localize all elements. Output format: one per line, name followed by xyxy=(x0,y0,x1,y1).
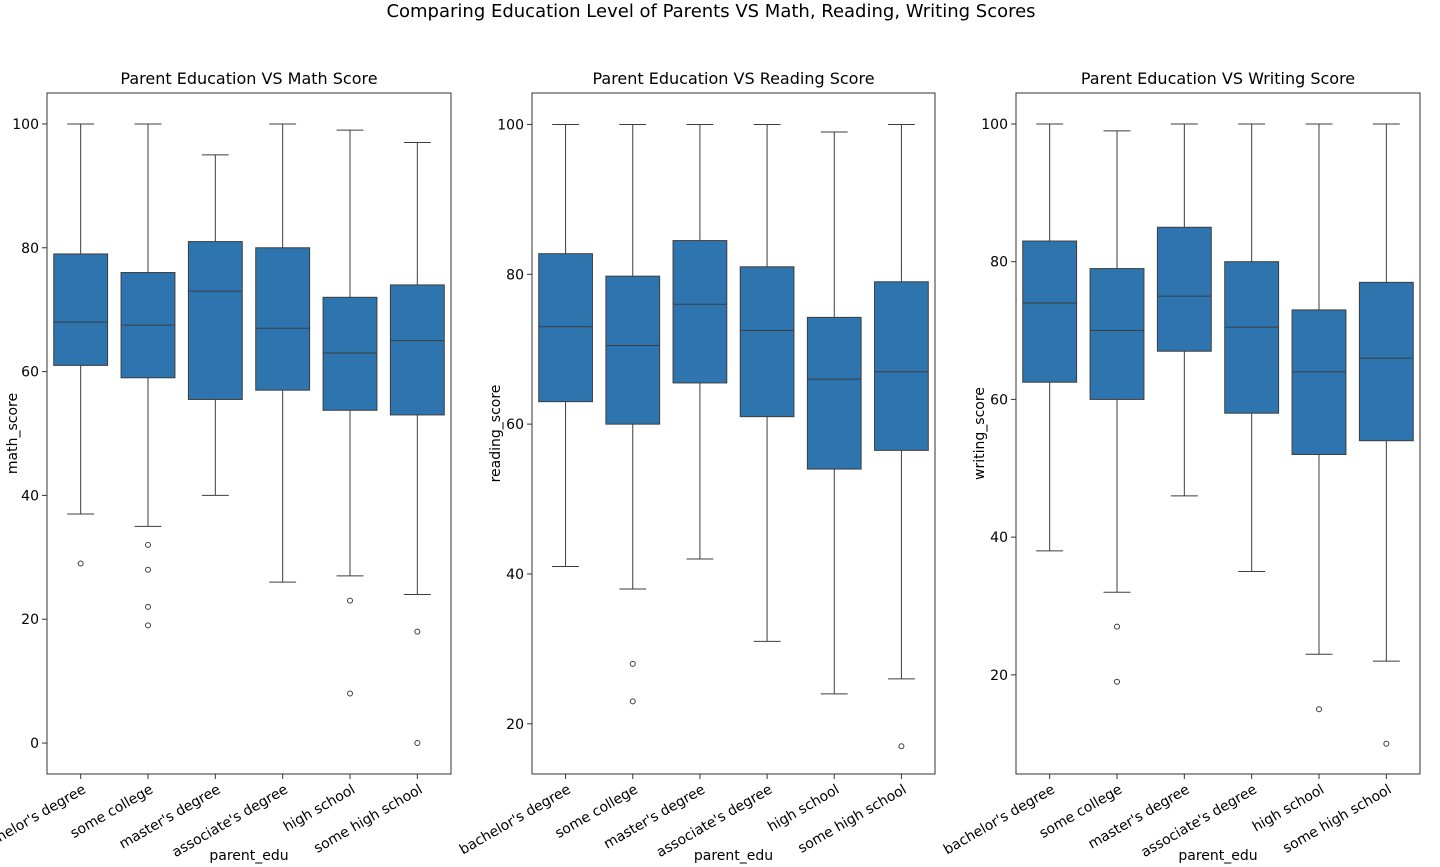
y-tick-label: 60 xyxy=(21,365,39,381)
y-tick-label: 40 xyxy=(506,567,524,583)
box-iqr xyxy=(255,247,311,391)
box-iqr xyxy=(739,266,795,418)
outlier-point xyxy=(77,560,84,567)
subplot-3: Parent Education VS Writing Score 20 40 60 8… xyxy=(941,69,1421,864)
y-tick-label: 60 xyxy=(990,392,1008,408)
outlier-point xyxy=(1383,740,1390,747)
x-tick-label: some high school xyxy=(1280,782,1394,857)
x-tick-label: bachelor's degree xyxy=(0,782,89,859)
box-iqr xyxy=(53,253,109,366)
y-axis-label: reading_score xyxy=(488,385,504,483)
box-6 xyxy=(1358,123,1414,747)
figure-suptitle: Comparing Education Level of Parents VS … xyxy=(386,1,1036,22)
box-4 xyxy=(255,123,311,583)
subplot-title: Parent Education VS Math Score xyxy=(120,69,377,88)
subplot-title: Parent Education VS Reading Score xyxy=(592,69,874,88)
y-tick-label: 80 xyxy=(506,267,524,283)
outlier-point xyxy=(1114,678,1120,685)
box-iqr xyxy=(1022,240,1078,383)
box-2 xyxy=(120,123,176,629)
box-iqr xyxy=(538,253,593,403)
box-4 xyxy=(739,123,795,642)
y-tick-label: 20 xyxy=(21,612,39,628)
y-axis-label: writing_score xyxy=(972,387,988,480)
box-4 xyxy=(1224,123,1280,573)
x-axis-label: parent_edu xyxy=(694,848,773,864)
y-tick-label: 100 xyxy=(497,117,524,133)
box-2 xyxy=(1089,130,1145,685)
y-tick-label: 60 xyxy=(506,417,524,433)
y-tick-label: 80 xyxy=(990,255,1008,271)
box-6 xyxy=(874,123,929,750)
outlier-point xyxy=(145,622,151,629)
box-iqr xyxy=(874,281,929,451)
outlier-point xyxy=(898,743,905,750)
outlier-point xyxy=(347,597,353,604)
outlier-point xyxy=(629,698,636,705)
box-iqr xyxy=(605,275,661,425)
box-2 xyxy=(605,123,661,705)
axes-frame xyxy=(46,92,452,775)
box-iqr xyxy=(389,284,445,416)
outlier-point xyxy=(1316,706,1322,713)
x-tick-label: some high school xyxy=(311,782,425,857)
box-5 xyxy=(806,131,862,695)
outlier-point xyxy=(1114,623,1120,630)
box-5 xyxy=(322,129,378,697)
box-1 xyxy=(53,123,109,567)
box-1 xyxy=(1022,123,1078,552)
y-tick-label: 20 xyxy=(506,717,524,733)
box-iqr xyxy=(806,316,862,470)
y-axis-label: math_score xyxy=(5,393,21,474)
outlier-point xyxy=(414,740,421,747)
subplot-title: Parent Education VS Writing Score xyxy=(1081,69,1355,88)
y-tick-label: 20 xyxy=(990,668,1008,684)
y-tick-label: 100 xyxy=(12,117,39,133)
box-iqr xyxy=(672,240,728,384)
box-iqr xyxy=(1089,268,1145,400)
y-tick-label: 0 xyxy=(30,736,39,752)
box-iqr xyxy=(1156,226,1212,352)
x-tick-label: some high school xyxy=(795,782,909,857)
x-tick-label: bachelor's degree xyxy=(941,782,1058,859)
box-5 xyxy=(1291,123,1347,713)
outlier-point xyxy=(145,603,151,610)
outlier-point xyxy=(145,566,151,573)
outlier-point xyxy=(414,628,421,635)
axes-frame xyxy=(1015,92,1421,775)
outlier-point xyxy=(629,660,636,667)
y-tick-label: 80 xyxy=(21,241,39,257)
x-axis-label: parent_edu xyxy=(209,848,288,864)
box-iqr xyxy=(1224,261,1280,414)
subplot-2: Parent Education VS Reading Score 20 40 60 8… xyxy=(457,69,936,864)
box-iqr xyxy=(1291,309,1347,456)
box-3 xyxy=(187,154,243,496)
x-axis-label: parent_edu xyxy=(1178,848,1257,864)
box-3 xyxy=(1156,123,1212,497)
box-iqr xyxy=(322,296,378,411)
box-iqr xyxy=(187,241,243,400)
axes-frame xyxy=(531,92,936,775)
box-3 xyxy=(672,123,728,560)
box-6 xyxy=(389,142,445,747)
outlier-point xyxy=(145,541,151,548)
y-tick-label: 100 xyxy=(981,117,1008,133)
y-tick-label: 40 xyxy=(990,530,1008,546)
box-iqr xyxy=(1358,281,1414,442)
y-tick-label: 40 xyxy=(21,488,39,504)
outlier-point xyxy=(347,690,353,697)
subplot-1: Parent Education VS Math Score 0 20 40 60 80 1… xyxy=(0,69,452,864)
x-tick-label: bachelor's degree xyxy=(457,782,574,859)
box-1 xyxy=(538,123,593,567)
